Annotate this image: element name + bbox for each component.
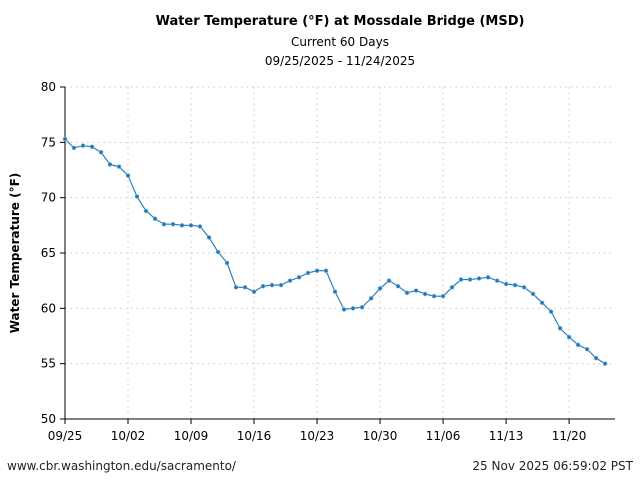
data-point [305, 270, 311, 276]
data-point [467, 277, 473, 282]
data-point [224, 260, 230, 266]
y-tick-label: 70 [41, 191, 56, 205]
y-tick-label: 65 [41, 246, 56, 260]
data-point [206, 235, 212, 240]
data-point [602, 361, 608, 366]
data-point [503, 281, 509, 287]
data-point [404, 290, 410, 296]
data-point [296, 275, 302, 280]
y-tick-label: 50 [41, 412, 56, 426]
data-point [107, 162, 113, 167]
x-tick-label: 10/02 [111, 429, 146, 443]
data-point [215, 249, 221, 255]
y-tick-label: 80 [41, 80, 56, 94]
data-point [494, 278, 500, 283]
x-tick-label: 10/30 [363, 429, 398, 443]
data-point [89, 144, 95, 150]
data-point [521, 285, 527, 290]
data-point [323, 268, 329, 274]
data-point [116, 164, 122, 169]
data-point [458, 277, 464, 282]
generated-timestamp: 25 Nov 2025 06:59:02 PST [472, 459, 633, 473]
data-point [170, 221, 176, 227]
data-point [134, 194, 140, 199]
data-point [350, 306, 356, 311]
data-point [341, 307, 347, 312]
y-tick-label: 75 [41, 135, 56, 149]
data-point [476, 276, 482, 281]
chart-subtitle: Current 60 Days [291, 35, 389, 49]
data-point [233, 285, 239, 290]
data-point [80, 143, 86, 148]
x-tick-label: 10/09 [174, 429, 209, 443]
data-point [575, 342, 581, 348]
temperature-line [64, 138, 606, 365]
data-point [593, 355, 599, 361]
data-point [431, 293, 437, 299]
data-point [368, 296, 374, 301]
x-tick-label: 11/06 [426, 429, 461, 443]
data-point [395, 283, 401, 289]
x-tick-label: 09/25 [48, 429, 83, 443]
data-point [278, 282, 284, 288]
x-tick-label: 11/13 [489, 429, 524, 443]
data-point [125, 173, 131, 178]
data-point [143, 208, 149, 214]
data-point [242, 285, 248, 290]
data-point [530, 291, 536, 297]
data-point [413, 288, 419, 293]
data-point [260, 283, 266, 289]
data-point [584, 346, 590, 352]
data-point [449, 285, 455, 290]
data-point [422, 291, 428, 297]
data-point [71, 145, 77, 151]
data-point [188, 223, 194, 228]
data-point [161, 221, 167, 227]
data-point [359, 304, 365, 310]
data-point [557, 325, 563, 331]
data-point [566, 334, 572, 340]
x-tick-label: 10/16 [237, 429, 272, 443]
data-point [512, 282, 518, 288]
data-point [332, 289, 338, 295]
data-point [440, 293, 446, 299]
data-point [485, 275, 491, 280]
data-point [98, 149, 104, 155]
chart-date-range: 09/25/2025 - 11/24/2025 [264, 54, 416, 68]
data-point [548, 309, 554, 314]
data-point [377, 286, 383, 291]
y-axis-label: Water Temperature (°F) [8, 173, 22, 334]
data-point [197, 224, 203, 229]
y-tick-label: 55 [41, 357, 56, 371]
x-tick-label: 10/23 [300, 429, 335, 443]
chart-title: Water Temperature (°F) at Mossdale Bridg… [155, 14, 525, 29]
data-point [152, 216, 158, 221]
data-point [314, 268, 320, 274]
data-point [539, 300, 545, 306]
data-point [179, 223, 185, 228]
data-point [386, 278, 392, 283]
x-tick-label: 11/20 [552, 429, 587, 443]
data-point [269, 282, 275, 288]
y-tick-label: 60 [41, 301, 56, 315]
data-point [62, 136, 68, 142]
data-point [287, 278, 293, 283]
source-link[interactable]: www.cbr.washington.edu/sacramento/ [7, 459, 236, 473]
data-point [251, 289, 257, 295]
